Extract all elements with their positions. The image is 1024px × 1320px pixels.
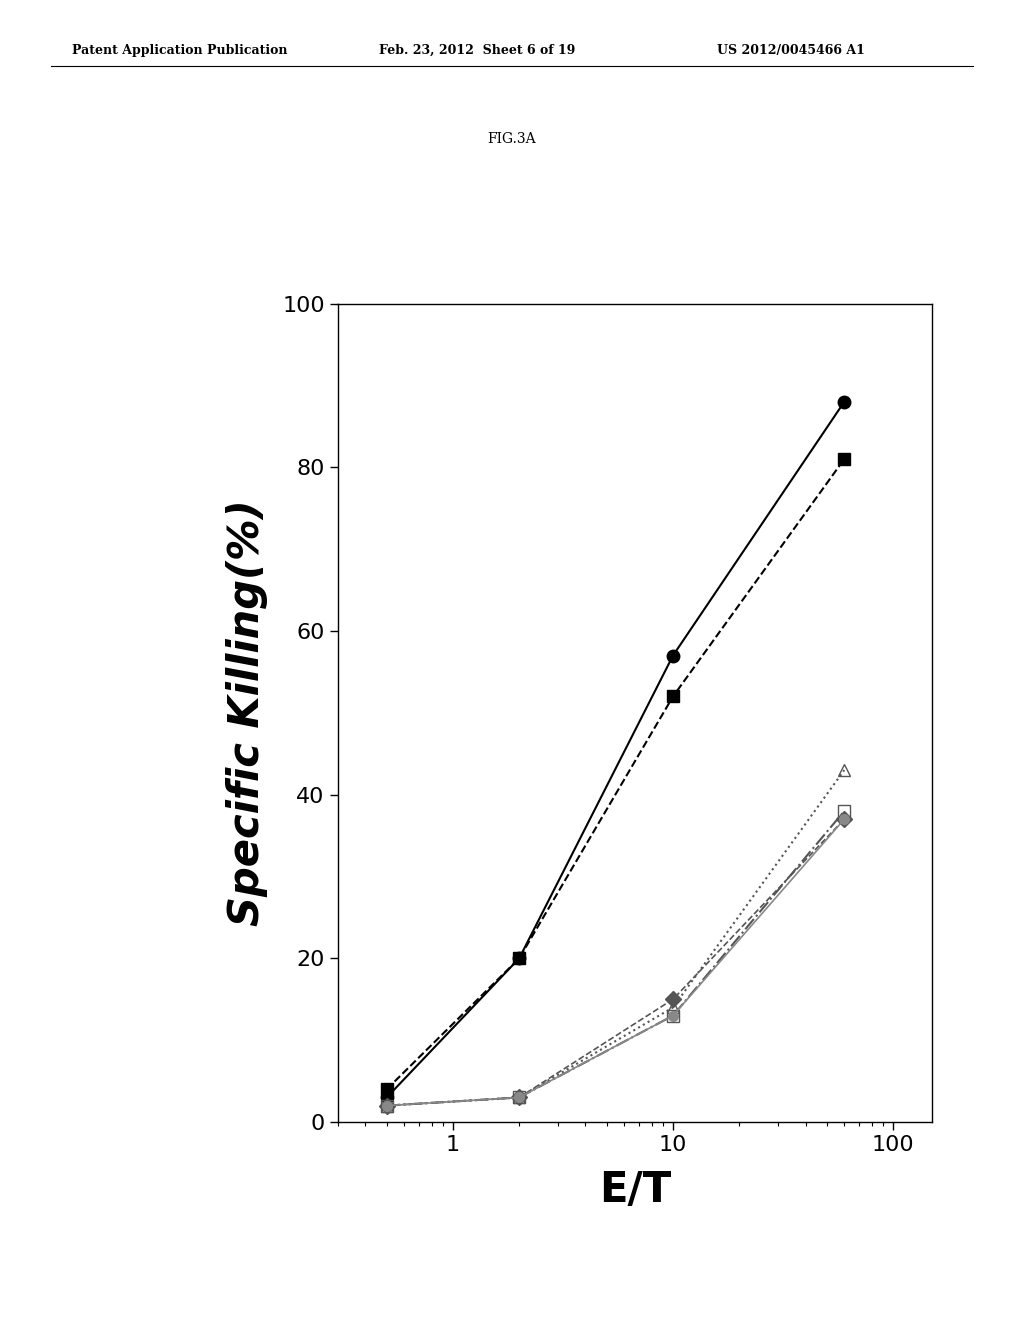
Y-axis label: Specific Killing(%): Specific Killing(%) (226, 499, 268, 927)
Text: Feb. 23, 2012  Sheet 6 of 19: Feb. 23, 2012 Sheet 6 of 19 (379, 44, 575, 57)
Text: Patent Application Publication: Patent Application Publication (72, 44, 287, 57)
Text: FIG.3A: FIG.3A (487, 132, 537, 145)
X-axis label: E/T: E/T (599, 1170, 671, 1210)
Text: US 2012/0045466 A1: US 2012/0045466 A1 (717, 44, 864, 57)
